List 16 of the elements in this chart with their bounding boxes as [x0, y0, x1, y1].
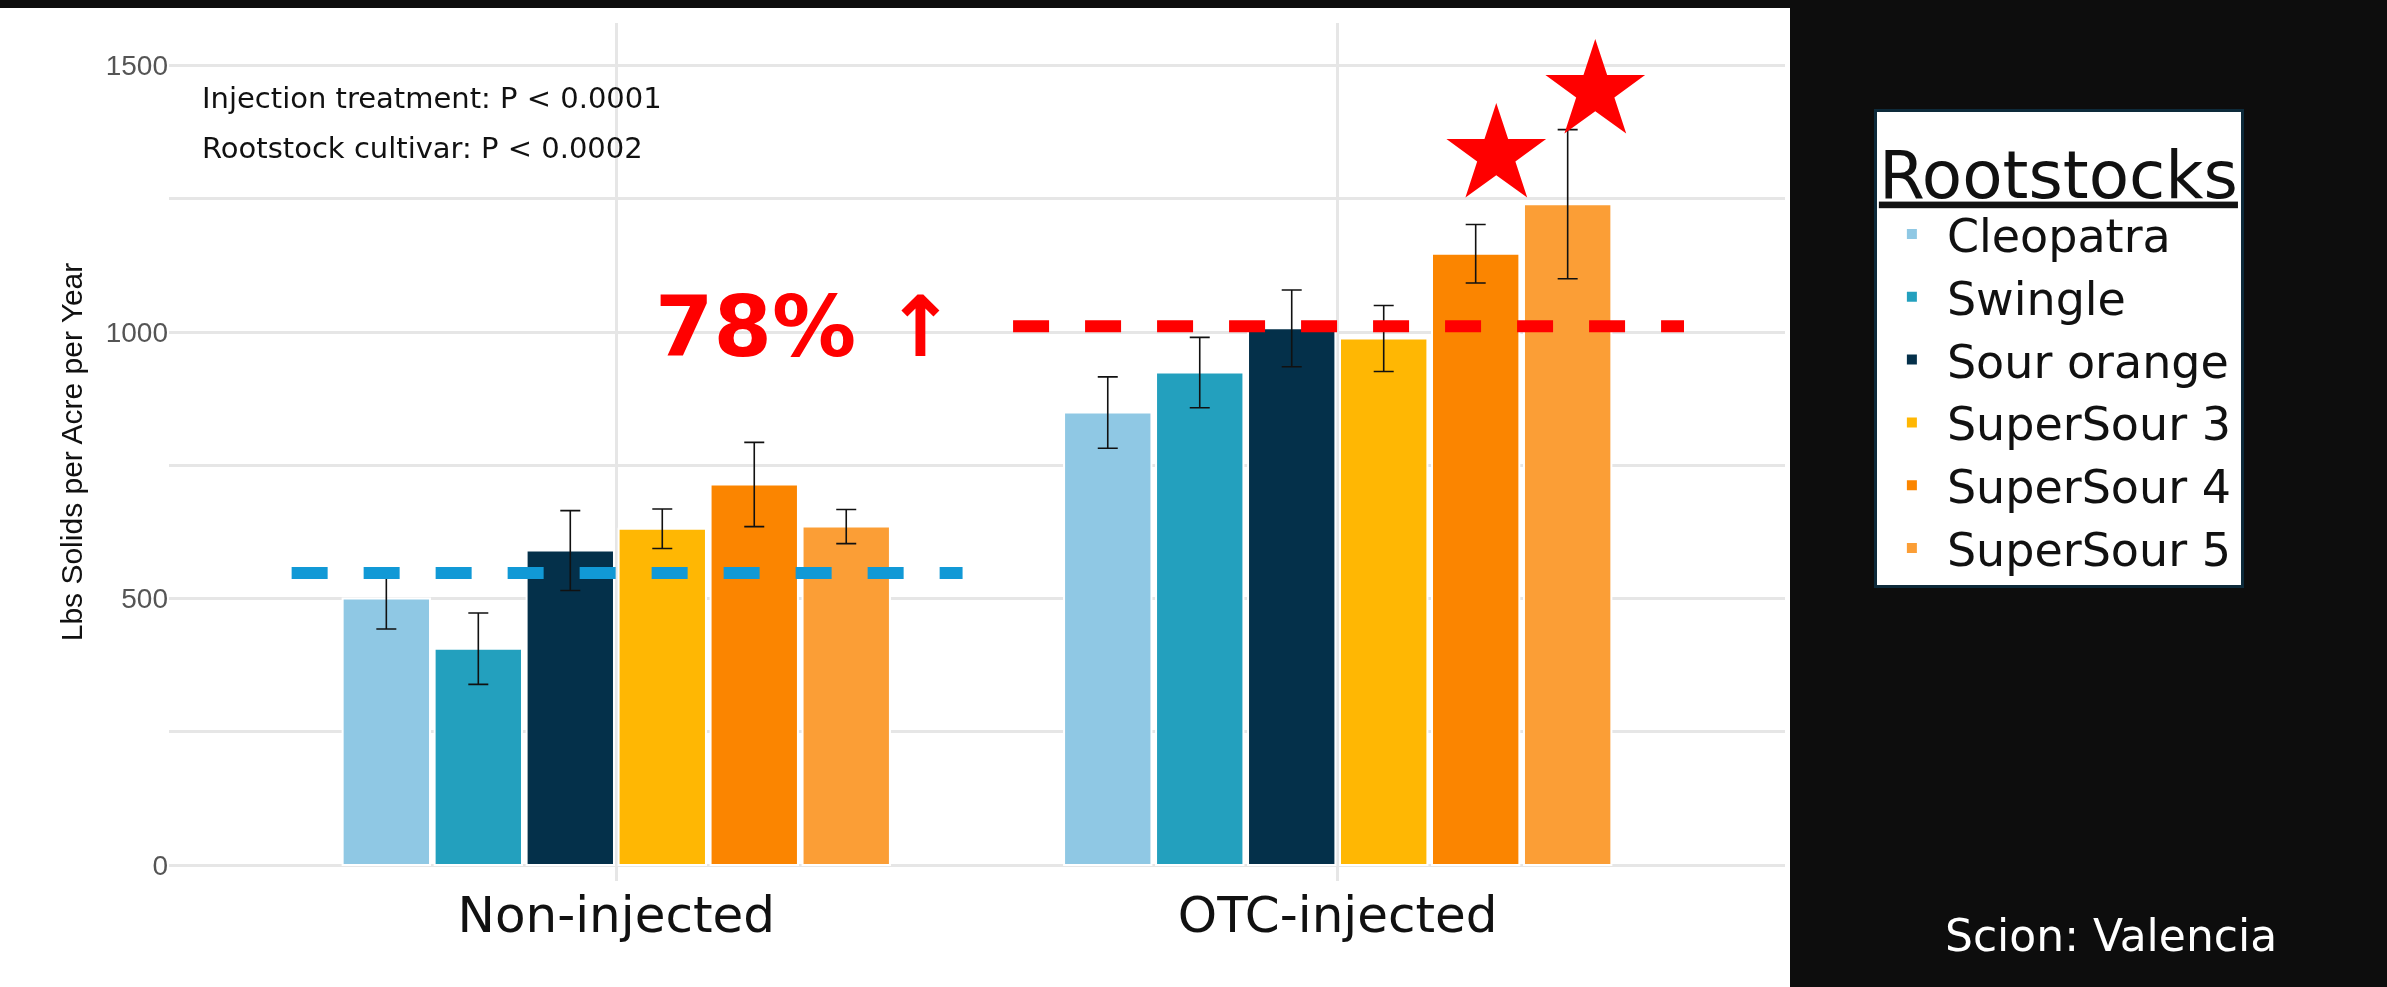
- legend-label: Swingle: [1946, 271, 2126, 326]
- y-tick-label: 1500: [105, 50, 168, 82]
- annotation: Rootstock cultivar: P < 0.0002: [202, 131, 643, 165]
- x-tick-label: OTC-injected: [1177, 886, 1498, 944]
- y-tick-label: 1000: [105, 316, 168, 348]
- legend-label: SuperSour 4: [1946, 460, 2231, 515]
- legend-label: SuperSour 3: [1946, 397, 2231, 452]
- annotation: Injection treatment: P < 0.0001: [202, 81, 662, 115]
- y-tick-label: 0: [152, 849, 168, 881]
- legend-label: Sour orange: [1946, 334, 2229, 389]
- x-tick-label: Non-injected: [457, 886, 776, 944]
- text: Scion: Valencia: [1945, 910, 2278, 961]
- y-axis-title: Lbs Solids per Acre per Year: [54, 262, 88, 642]
- legend-label: SuperSour 5: [1946, 522, 2231, 577]
- y-tick-label: 500: [121, 583, 168, 615]
- annotation: 78% ↑: [655, 278, 956, 376]
